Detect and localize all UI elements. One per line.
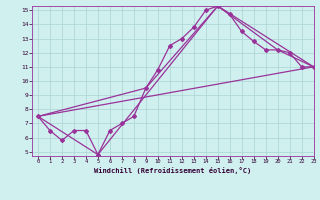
X-axis label: Windchill (Refroidissement éolien,°C): Windchill (Refroidissement éolien,°C): [94, 167, 252, 174]
